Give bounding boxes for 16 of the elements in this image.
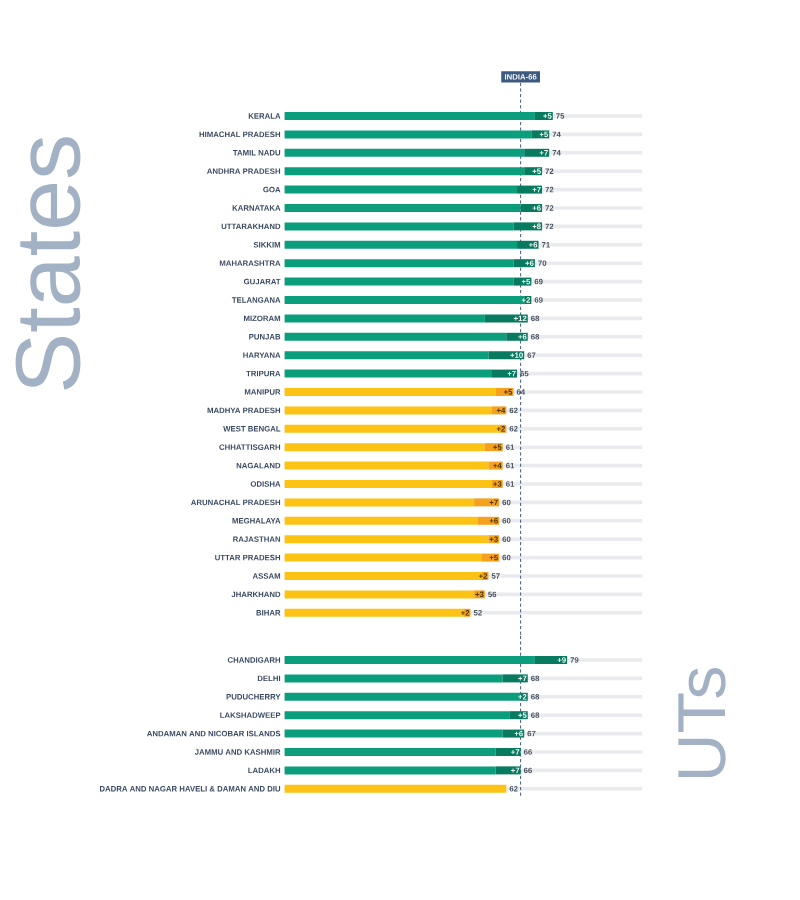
bar: [495, 766, 521, 775]
bar: [506, 332, 528, 341]
bar: [524, 148, 550, 157]
bar: [474, 498, 500, 507]
bar: [495, 747, 521, 756]
bar: [534, 655, 568, 664]
text: UTs: [678, 668, 726, 778]
text: States: [15, 137, 81, 390]
bar: [513, 259, 535, 268]
bar: [492, 369, 518, 378]
bar: [502, 674, 528, 683]
bar: [517, 185, 543, 194]
bar: [517, 240, 539, 249]
bar: [488, 351, 525, 360]
bar: [484, 314, 528, 323]
bar: [513, 222, 543, 231]
